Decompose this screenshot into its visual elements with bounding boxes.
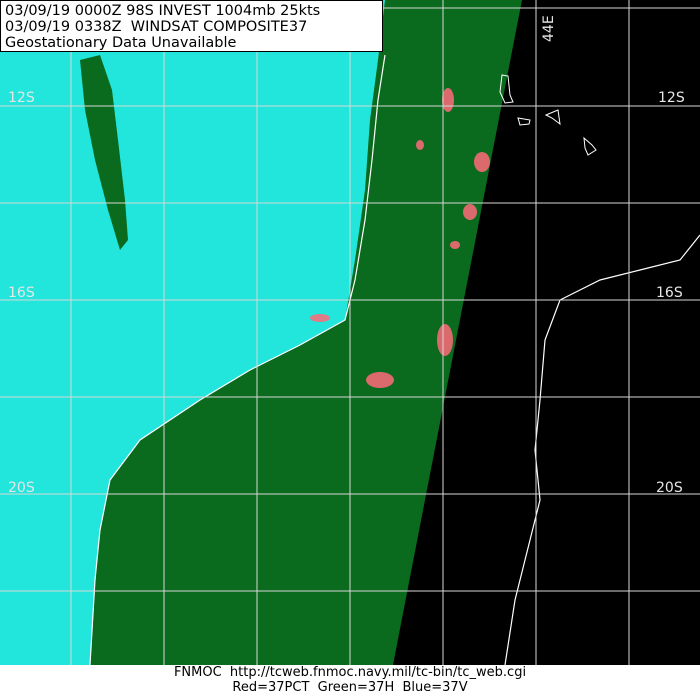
coastline [89,54,386,665]
title-storm-line: 03/09/19 0000Z 98S INVEST 1004mb 25kts [5,3,321,19]
image-footer: FNMOC http://tcweb.fnmoc.navy.mil/tc-bin… [0,665,700,700]
land-mozambique [0,0,385,665]
comoros-islands [499,74,597,156]
lat-label-12s: 12S [8,90,35,106]
title-geo-status: Geostationary Data Unavailable [5,35,237,51]
image-title-box: 03/09/19 0000Z 98S INVEST 1004mb 25kts 03… [0,0,383,52]
lat-label-12s-right: 12S [658,90,685,106]
lat-label-16s-right: 16S [656,285,683,301]
title-sensor-line: 03/09/19 0338Z WINDSAT COMPOSITE37 [5,19,308,35]
satellite-map: 12S 12S 16S 16S 20S 20S 44E [0,0,700,665]
lat-label-20s: 20S [8,480,35,496]
convection-areas [310,88,490,388]
lon-label-44e: 44E [541,15,557,42]
lat-label-16s: 16S [8,285,35,301]
footer-channel-legend: Red=37PCT Green=37H Blue=37V [232,680,468,695]
lake-malawi [80,55,128,250]
madagascar-coastline [504,234,700,665]
footer-source: FNMOC http://tcweb.fnmoc.navy.mil/tc-bin… [173,665,527,680]
lat-label-20s-right: 20S [656,480,683,496]
